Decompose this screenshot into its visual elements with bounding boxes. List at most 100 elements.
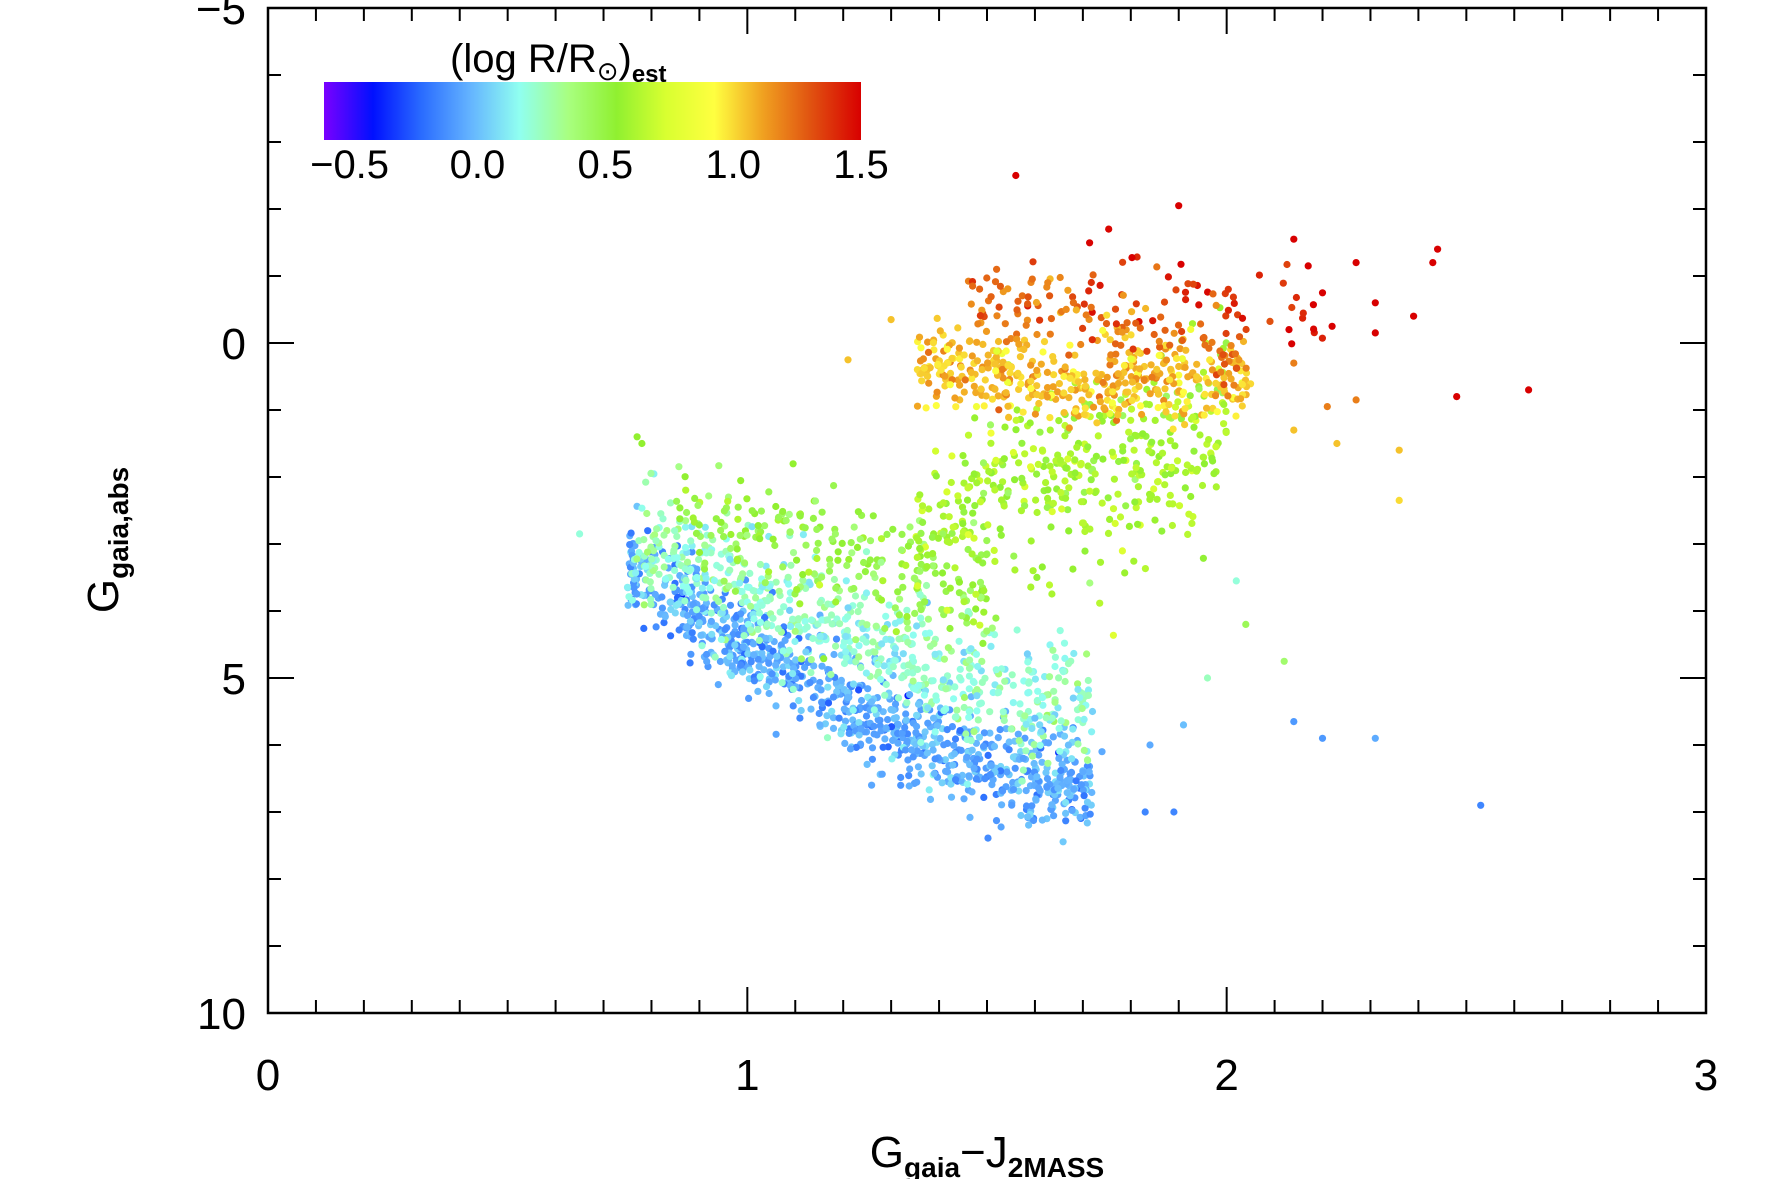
data-point [916, 591, 924, 599]
data-point [976, 285, 984, 293]
data-point [797, 706, 805, 715]
data-point [1033, 382, 1041, 390]
data-point [694, 501, 702, 509]
data-point [1046, 414, 1054, 422]
data-point [833, 688, 841, 696]
data-point [939, 676, 947, 684]
data-point [938, 606, 946, 614]
data-point [986, 729, 994, 737]
data-point [1077, 498, 1085, 506]
data-point [1222, 428, 1230, 437]
data-point [1035, 399, 1043, 408]
data-point [1024, 658, 1032, 666]
data-point [882, 724, 890, 732]
data-point [1318, 734, 1327, 742]
data-point [1242, 620, 1250, 629]
data-point [1290, 718, 1298, 726]
data-point [1128, 470, 1136, 478]
data-point [1352, 396, 1360, 404]
data-point [807, 705, 815, 713]
data-point [1225, 369, 1233, 378]
data-point [967, 645, 975, 653]
data-point [1174, 321, 1183, 329]
data-point [1128, 396, 1136, 404]
data-point [903, 730, 912, 738]
data-point [669, 583, 677, 591]
data-point [891, 604, 899, 612]
data-point [793, 556, 801, 564]
data-point [950, 695, 958, 703]
data-point [1038, 758, 1046, 766]
data-point [740, 632, 748, 640]
data-point [1166, 376, 1174, 384]
data-point [1024, 293, 1032, 301]
data-point [855, 642, 863, 650]
data-point [1060, 732, 1069, 740]
data-point [883, 530, 891, 539]
data-point [1016, 353, 1024, 361]
data-point [785, 580, 793, 588]
data-point [1160, 396, 1168, 405]
data-point [646, 578, 654, 586]
data-point [913, 747, 921, 755]
data-point [956, 727, 964, 735]
data-point [768, 670, 776, 678]
data-point [1119, 443, 1127, 451]
data-point [926, 364, 934, 372]
data-point [1156, 343, 1164, 351]
data-point [1209, 290, 1217, 298]
data-point [1078, 396, 1086, 404]
data-point [698, 642, 706, 650]
data-point [749, 640, 758, 648]
data-point [750, 651, 758, 659]
data-point [1086, 239, 1094, 247]
data-point [1103, 373, 1111, 381]
data-point [1033, 508, 1041, 517]
data-point [881, 691, 889, 699]
data-point [784, 573, 792, 581]
x-tick-label: 3 [1694, 1051, 1718, 1100]
data-point [1038, 816, 1046, 824]
data-point [1141, 565, 1149, 573]
data-point [633, 433, 641, 441]
data-point [830, 575, 839, 584]
data-point [979, 742, 988, 751]
data-point [1032, 496, 1040, 504]
data-point [842, 654, 850, 662]
data-point [761, 613, 769, 622]
data-point [754, 655, 762, 663]
data-point [889, 736, 897, 745]
data-point [1042, 714, 1050, 722]
data-point [755, 662, 763, 671]
data-point [913, 622, 921, 630]
data-point [966, 587, 975, 595]
data-point [956, 665, 964, 673]
data-point [756, 673, 764, 681]
colorbar-tick-label: 0.5 [577, 143, 633, 187]
data-point [818, 699, 826, 708]
data-point [941, 372, 949, 380]
data-point [970, 728, 978, 736]
data-point [925, 505, 933, 513]
data-point [785, 510, 793, 518]
data-point [796, 714, 804, 722]
data-point [902, 561, 910, 570]
data-point [887, 636, 895, 644]
data-point [1063, 789, 1071, 797]
data-point [791, 637, 799, 646]
data-point [816, 721, 824, 729]
data-point [862, 548, 871, 556]
data-point [1172, 286, 1180, 294]
data-point [1182, 296, 1190, 304]
data-point [924, 348, 933, 356]
data-point [836, 620, 844, 628]
data-point [983, 537, 991, 545]
data-point [815, 709, 823, 718]
data-point [1097, 314, 1105, 322]
data-point [899, 650, 907, 658]
data-point [994, 337, 1003, 346]
data-point [920, 674, 928, 682]
data-point [721, 625, 729, 634]
data-point [1010, 552, 1018, 560]
data-point [681, 523, 690, 531]
